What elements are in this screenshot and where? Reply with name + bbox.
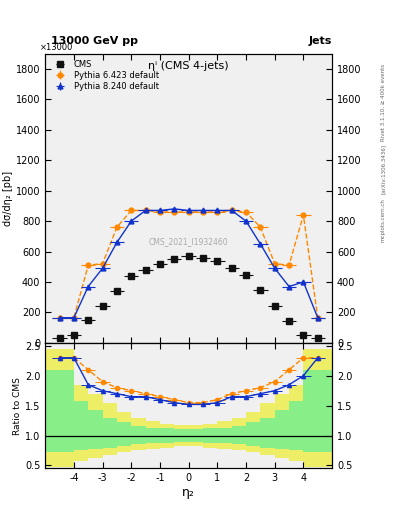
Legend: CMS, Pythia 6.423 default, Pythia 8.240 default: CMS, Pythia 6.423 default, Pythia 8.240 … (50, 58, 160, 93)
Text: Jets: Jets (309, 36, 332, 46)
Text: Rivet 3.1.10, ≥ 400k events: Rivet 3.1.10, ≥ 400k events (381, 64, 386, 141)
Text: mcplots.cern.ch: mcplots.cern.ch (381, 198, 386, 242)
X-axis label: η₂: η₂ (182, 486, 195, 499)
Text: [arXiv:1306.3436]: [arXiv:1306.3436] (381, 144, 386, 194)
Text: 13000 GeV pp: 13000 GeV pp (51, 36, 138, 46)
Text: CMS_2021_I1932460: CMS_2021_I1932460 (149, 237, 228, 246)
Y-axis label: dσ/dη₂ [pb]: dσ/dη₂ [pb] (3, 170, 13, 226)
Text: ×13000: ×13000 (39, 44, 73, 52)
Text: ηⁱ (CMS 4-jets): ηⁱ (CMS 4-jets) (148, 61, 229, 71)
Y-axis label: Ratio to CMS: Ratio to CMS (13, 377, 22, 435)
